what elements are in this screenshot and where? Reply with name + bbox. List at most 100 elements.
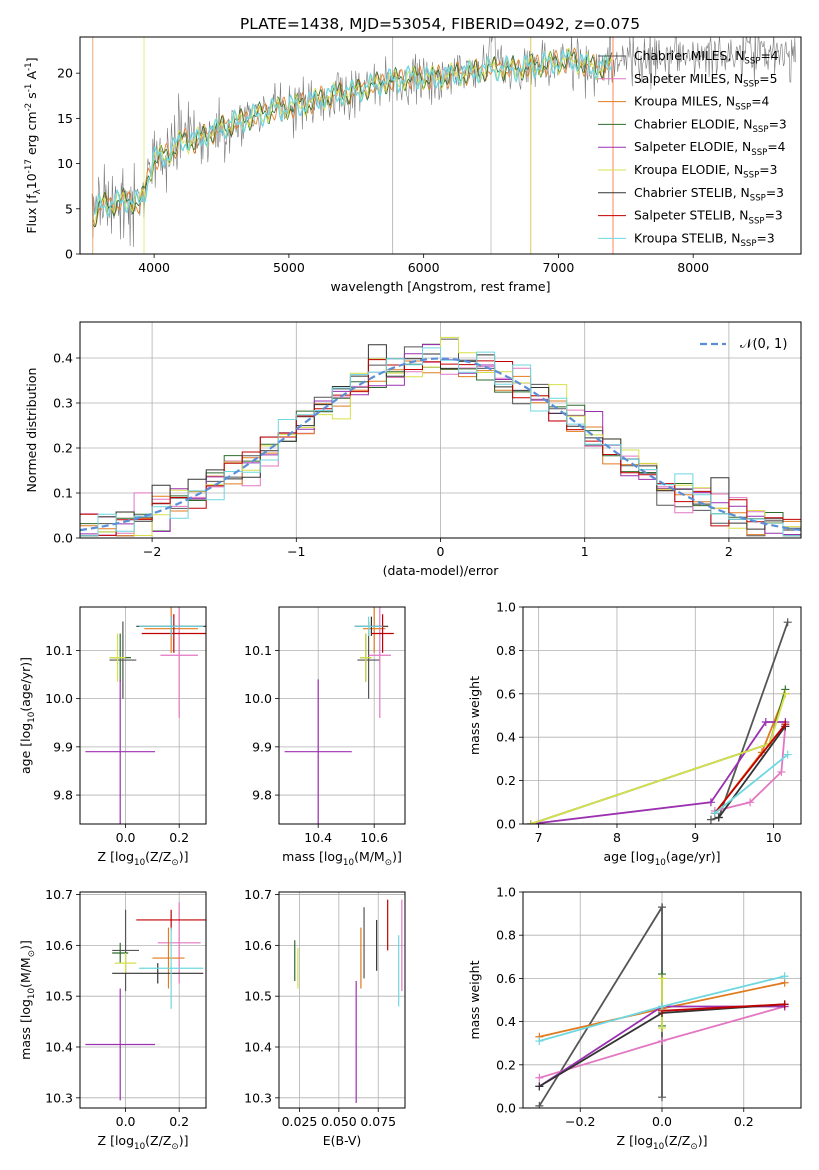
tick-label-y: 0.4 <box>53 351 73 366</box>
model-spectrum-line <box>93 49 613 218</box>
tick-label-x: 0.025 <box>282 1114 318 1129</box>
mass-weight-marker <box>658 1002 666 1011</box>
legend-label: 𝒩(0, 1) <box>740 337 787 352</box>
tick-label-y: 0.6 <box>496 971 516 986</box>
y-axis-label: mass weight <box>467 676 482 755</box>
tick-label-y: 10.5 <box>244 989 272 1004</box>
tick-label-y: 10 <box>57 156 73 171</box>
y-axis-label: Flux [fλ10-17 erg cm-2 s-1 A-1] <box>24 57 43 233</box>
mass-weight-marker <box>535 1101 544 1108</box>
tick-label-y: 1.0 <box>496 600 516 615</box>
normal-distribution-curve <box>80 357 801 532</box>
tick-label-y: 0.2 <box>496 773 516 788</box>
axes-residuals: −2 −1 0 1 2 0.0 0.1 0.2 0.3 0.4 (data-model)/error… <box>24 321 802 578</box>
tick-label-y: 0.0 <box>53 531 73 546</box>
tick-label-x: 7 <box>535 830 543 845</box>
mass-weight-marker <box>781 720 790 729</box>
tick-label-x: 6000 <box>408 260 440 275</box>
x-axis-label: Z [log10(Z/Z⊙)] <box>98 849 189 868</box>
plot-area-spectrum <box>91 37 796 254</box>
tick-label-y: 0.1 <box>53 486 73 501</box>
mass-weight-line <box>714 753 789 814</box>
tick-label-y: 0.8 <box>496 643 516 658</box>
error-bar-point <box>136 909 206 931</box>
tick-label-x: 4000 <box>138 260 170 275</box>
tick-label-y: 9.9 <box>53 739 73 754</box>
tick-label-y: 0.2 <box>496 1057 516 1072</box>
mass-weight-marker <box>658 1037 666 1046</box>
axes-weight_vs_age: 7 8 9 10 0.0 0.2 0.4 0.6 0.8 1.0 age [log10(age/yr… <box>467 600 802 868</box>
tick-label-y: 0 <box>65 247 73 262</box>
plot-area-mass_vs_EBV <box>294 899 403 1103</box>
mass-weight-marker <box>658 1024 666 1033</box>
tick-label-x: −0.2 <box>565 1114 595 1129</box>
tick-label-x: 7000 <box>543 260 575 275</box>
tick-label-x: 2 <box>725 544 733 559</box>
x-axis-label: age [log10(age/yr)] <box>603 849 720 868</box>
mass-weight-marker <box>780 972 789 981</box>
tick-label-y: 10.0 <box>45 691 73 706</box>
tick-label-y: 0.0 <box>496 817 516 832</box>
tick-label-x: 5000 <box>273 260 305 275</box>
axes-spectrum: 4000 5000 6000 7000 8000 0 5 10 15 20 wavelength [… <box>24 36 802 294</box>
tick-label-x: 0.2 <box>169 1114 189 1129</box>
tick-label-y: 9.8 <box>252 788 272 803</box>
tick-label-y: 0.4 <box>496 1014 516 1029</box>
tick-label-y: 9.8 <box>53 788 73 803</box>
mass-weight-line <box>661 1003 785 1012</box>
axes-age_vs_mass: 10.4 10.6 9.8 9.9 10.0 10.1 mass [log10(M/M⊙)] <box>244 606 406 868</box>
axes-frame <box>79 606 207 825</box>
plot-area-age_vs_Z <box>85 607 206 824</box>
tick-label-y: 10.3 <box>244 1090 272 1105</box>
legend-label: Salpeter ELODIE, NSSP=4 <box>634 140 786 158</box>
tick-label-x: −2 <box>143 544 161 559</box>
mass-weight-line <box>714 723 787 814</box>
tick-label-y: 0.0 <box>496 1101 516 1116</box>
error-bar-point <box>112 909 139 992</box>
mass-weight-marker <box>714 813 723 822</box>
mass-weight-marker <box>535 1082 544 1091</box>
tick-label-y: 10.7 <box>45 887 73 902</box>
axes-frame <box>79 891 207 1109</box>
tick-label-y: 5 <box>65 201 73 216</box>
error-bar-point <box>360 633 372 682</box>
legend-label: Salpeter MILES, NSSP=5 <box>634 72 777 90</box>
tick-label-x: 0 <box>437 544 445 559</box>
mass-weight-line <box>530 693 787 824</box>
tick-label-y: 0.2 <box>53 441 73 456</box>
mass-weight-marker <box>658 1093 666 1102</box>
axes-frame <box>522 606 802 825</box>
legend-label: Chabrier MILES, NSSP=4 <box>634 49 779 67</box>
spectrum-legend: Chabrier MILES, NSSP=4 Salpeter MILES, NS… <box>598 49 787 249</box>
axes-weight_vs_Z: −0.2 0.0 0.2 0.0 0.2 0.4 0.6 0.8 1.0 Z [log10(Z/Z… <box>467 885 802 1152</box>
legend-label: Kroupa STELIB, NSSP=3 <box>634 231 775 249</box>
tick-label-x: 0.2 <box>734 1114 754 1129</box>
error-bar-point <box>114 952 137 974</box>
y-axis-label: Normed distribution <box>24 368 39 493</box>
tick-label-y: 9.9 <box>252 739 272 754</box>
tick-label-y: 10.4 <box>244 1040 272 1055</box>
legend-label: Chabrier ELODIE, NSSP=3 <box>634 117 787 135</box>
mass-weight-marker <box>777 767 786 776</box>
plot-area-weight_vs_age <box>526 618 792 824</box>
tick-label-y: 0.6 <box>496 686 516 701</box>
error-bar-point <box>160 607 198 718</box>
error-bar-point <box>109 621 137 699</box>
mass-weight-marker <box>526 820 535 824</box>
legend-label: Salpeter STELIB, NSSP=3 <box>634 209 783 227</box>
tick-label-y: 1.0 <box>496 885 516 900</box>
tick-label-x: 1 <box>581 544 589 559</box>
tick-label-x: −1 <box>287 544 305 559</box>
x-axis-label: Z [log10(Z/Z⊙)] <box>98 1133 189 1152</box>
tick-label-y: 10.5 <box>45 989 73 1004</box>
figure-title: PLATE=1438, MJD=53054, FIBERID=0492, z=0… <box>240 15 640 33</box>
tick-label-y: 20 <box>57 66 73 81</box>
mass-weight-marker <box>783 618 792 627</box>
error-bar-point <box>141 614 206 653</box>
tick-label-x: 0.0 <box>652 1114 672 1129</box>
error-bar-point <box>85 988 156 1101</box>
error-bar-point <box>354 616 383 636</box>
tick-label-x: 0.0 <box>116 1114 136 1129</box>
axes-frame <box>278 606 406 825</box>
